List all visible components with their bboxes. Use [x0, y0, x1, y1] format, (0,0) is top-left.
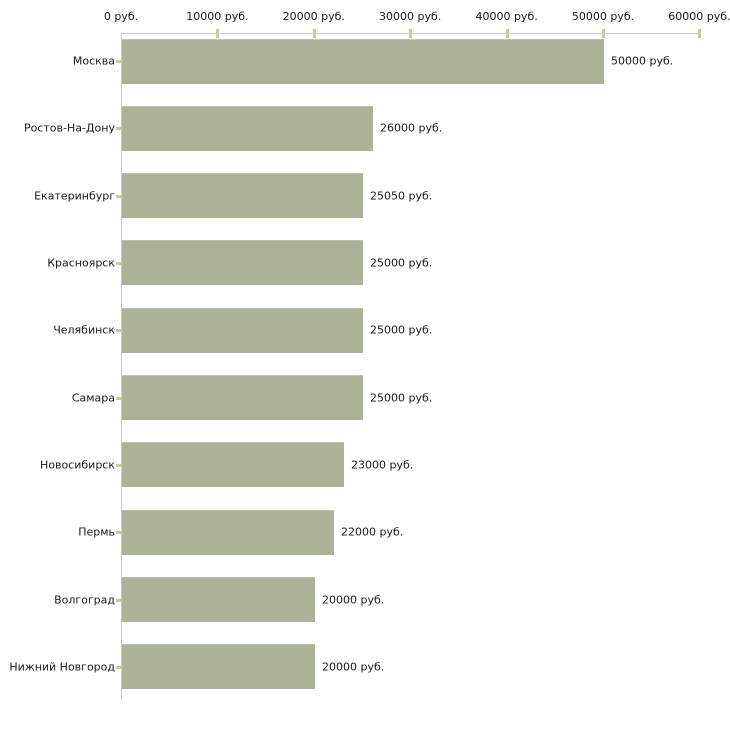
y-axis-tick-mark	[116, 127, 121, 131]
x-axis-tick-label: 20000 руб.	[282, 10, 345, 23]
x-axis-tick-label: 0 руб.	[103, 10, 139, 23]
category-label: Екатеринбург	[34, 189, 115, 203]
bar	[122, 106, 373, 151]
bar	[122, 308, 363, 353]
bar	[122, 442, 344, 487]
y-axis-tick-mark	[116, 261, 121, 265]
x-axis-tick-mark	[216, 29, 220, 38]
category-label: Красноярск	[47, 256, 115, 270]
y-axis-tick-mark	[116, 598, 121, 602]
value-label: 20000 руб.	[322, 660, 385, 674]
bar	[122, 375, 363, 420]
y-axis-line	[121, 33, 122, 700]
category-label: Пермь	[78, 525, 115, 539]
category-label: Нижний Новгород	[9, 660, 115, 674]
y-axis-tick-mark	[116, 60, 121, 63]
value-label: 25000 руб.	[370, 391, 433, 405]
y-axis-tick-mark	[116, 329, 121, 333]
bar	[122, 577, 315, 622]
bar	[122, 510, 334, 555]
value-label: 25000 руб.	[370, 256, 433, 270]
category-label: Новосибирск	[39, 458, 115, 472]
x-axis-tick-label: 30000 руб.	[379, 10, 442, 23]
y-axis-tick-mark	[116, 463, 121, 467]
category-label: Самара	[71, 391, 115, 405]
value-label: 25000 руб.	[370, 323, 433, 337]
value-label: 50000 руб.	[611, 54, 674, 68]
value-label: 20000 руб.	[322, 593, 385, 607]
value-label: 25050 руб.	[370, 189, 433, 203]
x-axis-tick-label: 40000 руб.	[475, 10, 538, 23]
bar	[122, 644, 315, 689]
y-axis-tick-mark	[116, 396, 121, 400]
y-axis-tick-mark	[116, 531, 121, 535]
y-axis-tick-mark	[116, 665, 121, 669]
x-axis-tick-mark	[312, 29, 316, 38]
bar	[122, 39, 604, 84]
category-label: Волгоград	[54, 593, 115, 607]
category-label: Ростов-На-Дону	[23, 121, 115, 135]
x-axis-tick-label: 10000 руб.	[186, 10, 249, 23]
y-axis-tick-mark	[116, 194, 121, 198]
x-axis-tick-mark	[698, 29, 702, 38]
value-label: 22000 руб.	[341, 525, 404, 539]
bar	[122, 240, 363, 285]
category-label: Челябинск	[53, 323, 115, 337]
x-axis-tick-mark	[602, 29, 605, 38]
x-axis-tick-mark	[409, 29, 413, 38]
category-label: Москва	[72, 54, 115, 68]
bar	[122, 173, 363, 218]
value-label: 23000 руб.	[351, 458, 414, 472]
x-axis-tick-mark	[505, 29, 509, 38]
value-label: 26000 руб.	[380, 121, 443, 135]
x-axis-tick-label: 50000 руб.	[571, 10, 635, 23]
x-axis-tick-label: 60000 руб.	[668, 10, 730, 23]
